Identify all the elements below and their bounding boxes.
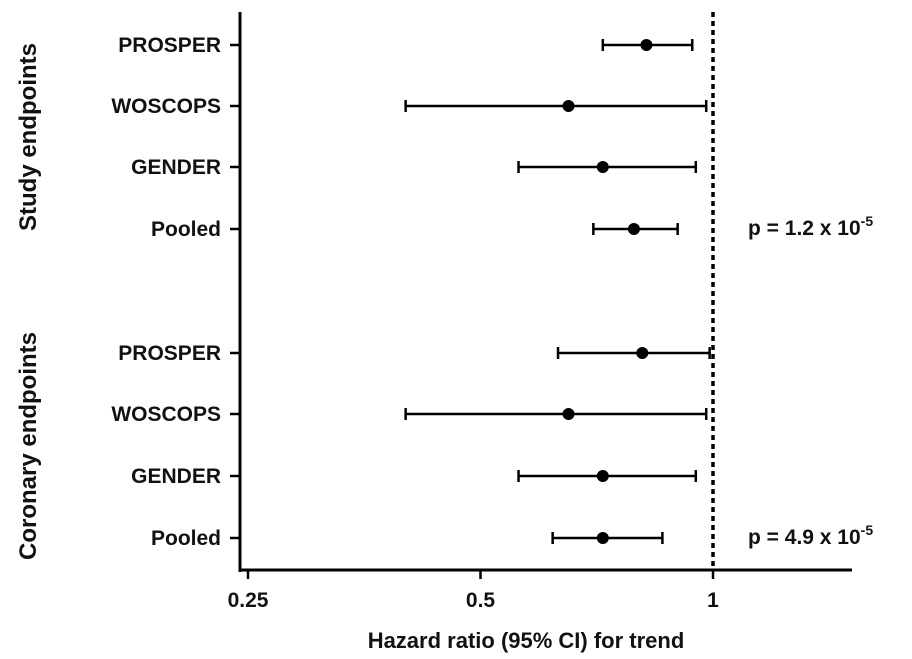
hazard-ratio-point <box>596 532 609 544</box>
row-label: Pooled <box>151 527 221 550</box>
row-label: WOSCOPS <box>111 95 221 118</box>
hazard-ratio-point <box>562 408 575 420</box>
row-label: GENDER <box>131 156 221 179</box>
rows: PROSPER WOSCOPS GENDER Pooled PROSPER WOSCOPS… <box>111 34 711 550</box>
row-label: PROSPER <box>118 34 221 57</box>
p-value-exponent: -5 <box>861 522 874 538</box>
p-value-label: p = 4.9 x 10-5 <box>748 522 873 549</box>
x-tick-label: 1 <box>707 589 719 612</box>
p-value-exponent: -5 <box>861 213 874 229</box>
hazard-ratio-point <box>640 39 653 51</box>
x-tick-label: 0.5 <box>466 589 496 612</box>
p-value-text: p = 4.9 x 10 <box>748 526 861 549</box>
p-value-label: p = 1.2 x 10-5 <box>748 213 873 240</box>
group-label: Coronary endpoints <box>15 332 42 560</box>
x-axis-title: Hazard ratio (95% CI) for trend <box>368 628 685 653</box>
row-label: PROSPER <box>118 342 221 365</box>
hazard-ratio-point <box>596 470 609 482</box>
row-label: Pooled <box>151 218 221 241</box>
group-label: Study endpoints <box>15 43 42 231</box>
axes: 0.25 0.5 1 Hazard ratio (95% CI) for trend <box>228 12 852 653</box>
hazard-ratio-point <box>596 161 609 173</box>
row-label: WOSCOPS <box>111 403 221 426</box>
hazard-ratio-point <box>636 347 649 359</box>
row-label: GENDER <box>131 465 221 488</box>
hazard-ratio-point <box>627 223 640 235</box>
p-value-text: p = 1.2 x 10 <box>748 217 861 240</box>
x-tick-label: 0.25 <box>228 589 269 612</box>
hazard-ratio-point <box>562 100 575 112</box>
